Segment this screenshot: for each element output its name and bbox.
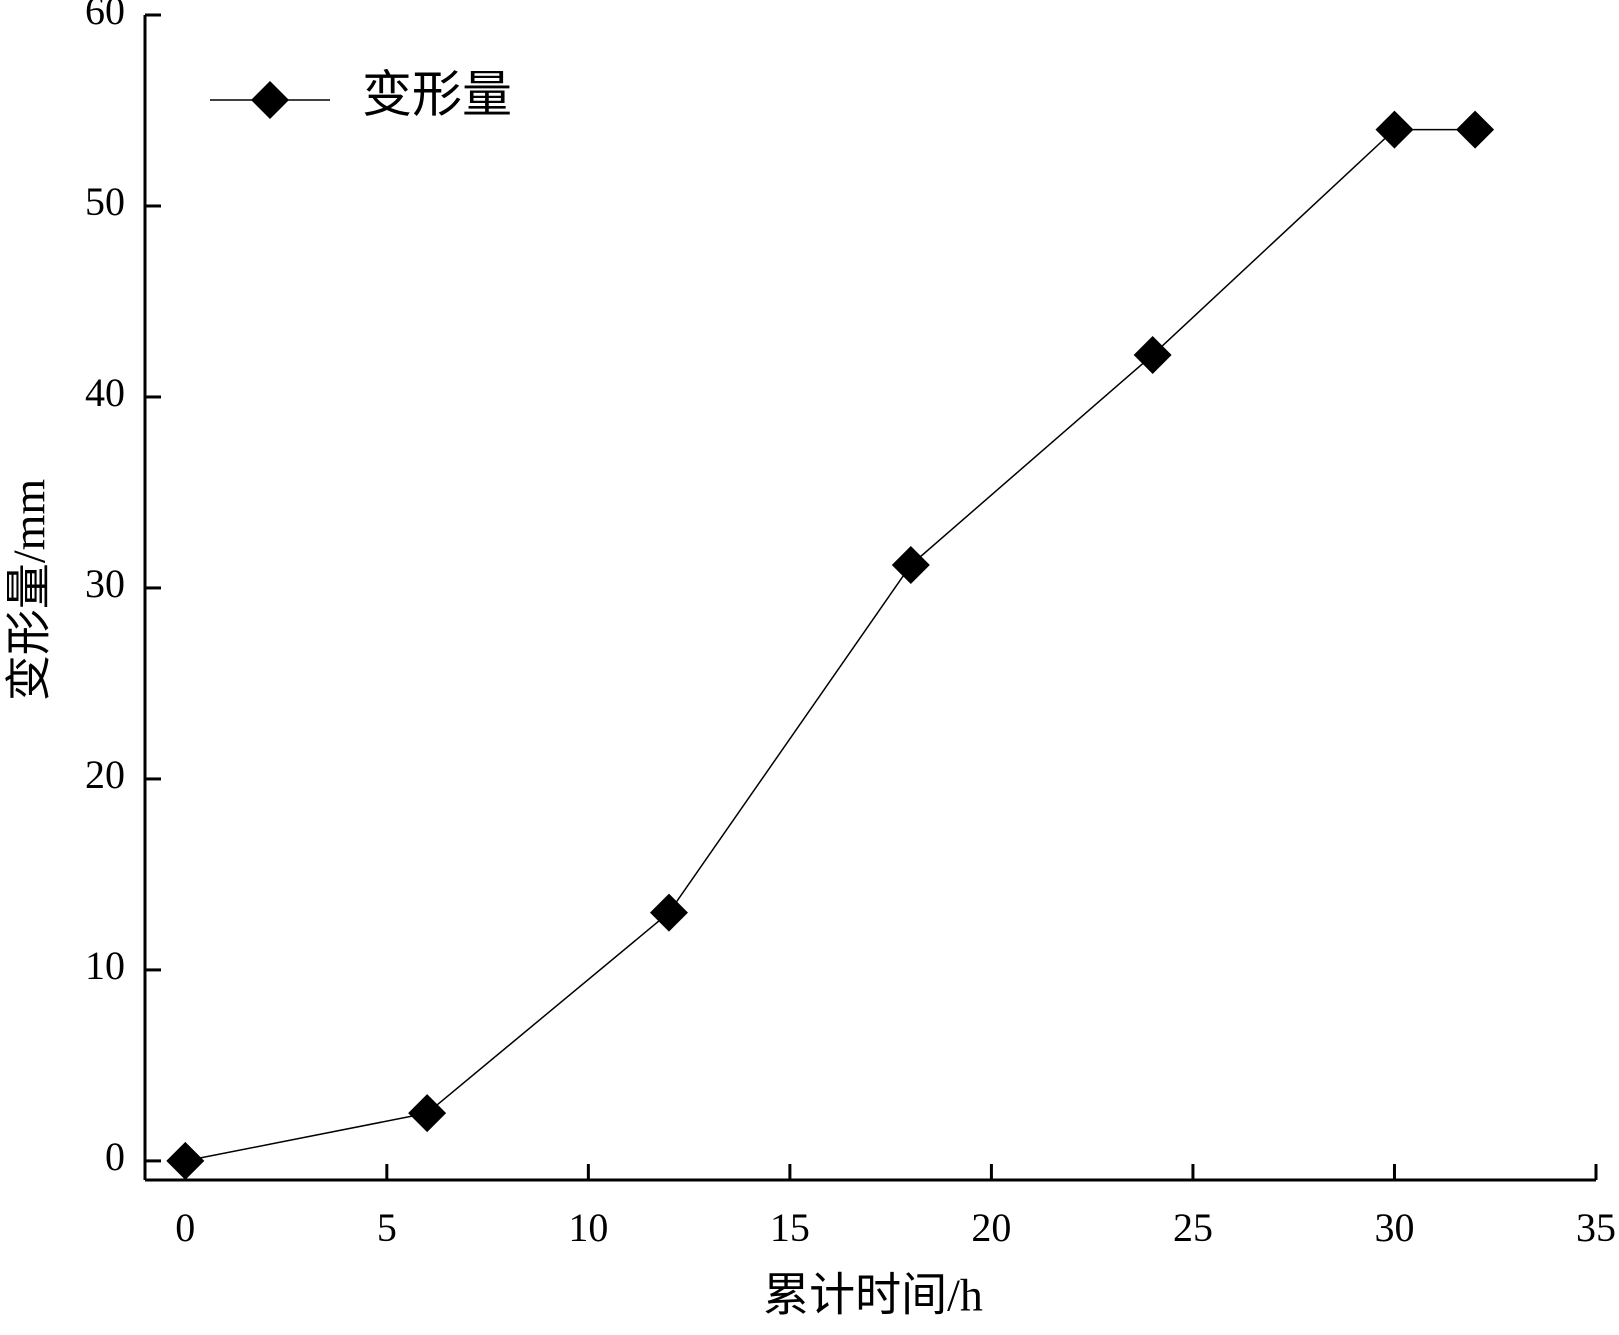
data-point [408,1094,447,1133]
data-point [891,546,930,585]
y-tick-label: 0 [105,1134,125,1179]
x-tick-label: 0 [175,1205,195,1250]
y-tick-label: 50 [85,179,125,224]
x-tick-label: 5 [377,1205,397,1250]
y-tick-label: 40 [85,370,125,415]
x-tick-label: 30 [1374,1205,1414,1250]
y-tick-label: 60 [85,0,125,33]
y-axis-label: 变形量/mm [4,479,55,702]
x-tick-label: 25 [1173,1205,1213,1250]
x-tick-label: 15 [770,1205,810,1250]
y-tick-label: 20 [85,752,125,797]
x-axis-label: 累计时间/h [763,1270,983,1321]
x-tick-label: 35 [1576,1205,1616,1250]
series-line [185,128,1476,1162]
x-tick-label: 20 [971,1205,1011,1250]
y-tick-label: 10 [85,943,125,988]
legend-label: 变形量 [362,66,512,122]
data-point [166,1141,205,1180]
y-tick-label: 30 [85,561,125,606]
data-point [1375,110,1414,149]
data-point [1133,335,1172,374]
data-point [649,893,688,932]
x-tick-label: 10 [568,1205,608,1250]
data-point [1456,110,1495,149]
legend-marker [251,81,289,119]
